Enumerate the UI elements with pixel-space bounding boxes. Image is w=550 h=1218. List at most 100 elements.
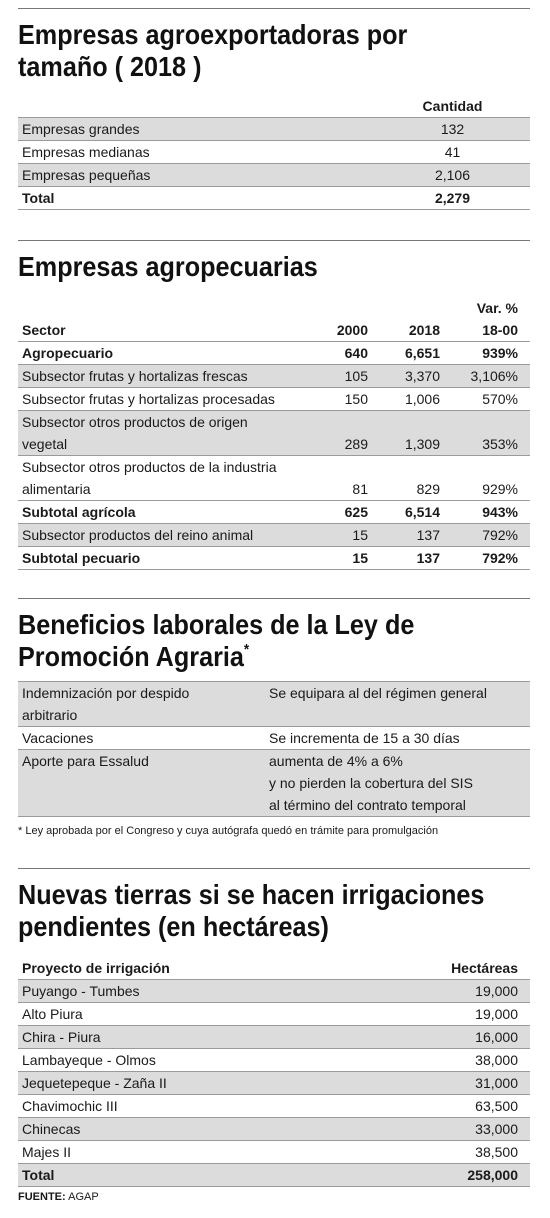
cell-text: 137 bbox=[416, 527, 440, 543]
title-row: Nuevas tierras si se hacen irrigaciones bbox=[18, 879, 530, 911]
cell-line: aumenta de 4% a 6% bbox=[269, 753, 403, 769]
table-cell: Subsector frutas y hortalizas procesadas bbox=[18, 388, 300, 411]
source-label: FUENTE: bbox=[18, 1191, 66, 1203]
table-cell: Vacaciones bbox=[18, 727, 265, 750]
table-header: Proyecto de irrigación Hectáreas bbox=[18, 957, 530, 980]
cell-text: 289 bbox=[344, 436, 368, 452]
source: FUENTE: AGAP bbox=[18, 1191, 99, 1203]
cell-text: Empresas grandes bbox=[22, 120, 140, 137]
table-cell: Chinecas bbox=[18, 1118, 398, 1141]
table-cell: 15 bbox=[300, 547, 372, 570]
title-line: Nuevas tierras si se hacen irrigaciones bbox=[18, 879, 485, 910]
table-row: Empresas pequeñas 2,106 bbox=[18, 163, 530, 186]
cell-text: 640 bbox=[344, 345, 368, 361]
cell-text: 792% bbox=[482, 550, 518, 566]
cell-text: Empresas medianas bbox=[22, 143, 150, 160]
cell-text: Hectáreas bbox=[451, 960, 518, 976]
table-cell: 6,651 bbox=[372, 342, 444, 365]
cell-text: Aporte para Essalud bbox=[22, 753, 149, 769]
table-row: Total 258,000 bbox=[18, 1163, 530, 1187]
section-title: Nuevas tierras si se hacen irrigaciones p… bbox=[18, 869, 530, 943]
title-line: Promoción Agraria* bbox=[18, 641, 250, 672]
table-cell: 38,000 bbox=[398, 1049, 530, 1072]
cell-text: 38,000 bbox=[475, 1052, 518, 1068]
table-cell: 1,006 bbox=[372, 388, 444, 411]
cell-text: 19,000 bbox=[475, 983, 518, 999]
cell-text: Subsector frutas y hortalizas frescas bbox=[22, 368, 248, 384]
table-cell: 150 bbox=[300, 388, 372, 411]
table-cell: 15 bbox=[300, 524, 372, 547]
table-row: Vacaciones Se incrementa de 15 a 30 días bbox=[18, 726, 530, 750]
table-body: Indemnización por despido arbitrario Se eq… bbox=[18, 681, 530, 817]
table-cell: 81 bbox=[300, 456, 372, 501]
cell-text: 105 bbox=[344, 368, 368, 384]
cell-text: 41 bbox=[444, 143, 461, 160]
table-cell: Aporte para Essalud bbox=[18, 750, 265, 817]
table-cell: Agropecuario bbox=[18, 342, 300, 365]
cell-line: vegetal bbox=[22, 436, 68, 452]
table-cell: 16,000 bbox=[398, 1026, 530, 1049]
column-header: Var. % 18-00 bbox=[444, 297, 530, 342]
cell-text: 2000 bbox=[336, 322, 368, 338]
cell-text: 929% bbox=[482, 481, 518, 497]
cell-text: Chinecas bbox=[22, 1121, 81, 1137]
table-row: Subtotal pecuario 15 137 792% bbox=[18, 546, 530, 570]
table-cell: 31,000 bbox=[398, 1072, 530, 1095]
cell-text: 15 bbox=[352, 550, 368, 566]
cell-text: 150 bbox=[344, 391, 368, 407]
cell-text: Subsector frutas y hortalizas procesadas bbox=[22, 391, 275, 407]
cell-text: Jequetepeque - Zaña II bbox=[22, 1075, 167, 1091]
section-title: Empresas agroexportadoras por tamaño ( 20… bbox=[18, 9, 530, 83]
title-line: Empresas agroexportadoras por bbox=[18, 19, 408, 50]
cell-text: Se equipara al del régimen general bbox=[269, 685, 487, 701]
cell-text: 81 bbox=[352, 481, 368, 497]
cell-line: Indemnización por despido bbox=[22, 685, 190, 701]
cell-text: 2,279 bbox=[434, 189, 471, 206]
title-row: tamaño ( 2018 ) bbox=[18, 51, 530, 83]
table-row: Total 2,279 bbox=[18, 186, 530, 209]
data-table: Sector 2000 2018 Var. % 18-00 Agropecuario 640… bbox=[18, 297, 530, 570]
table-cell: 929% bbox=[444, 456, 530, 501]
table-body: Puyango - Tumbes 19,000 Alto Piura 19,000 Ch… bbox=[18, 979, 530, 1187]
title-marker: * bbox=[243, 641, 250, 658]
table-row: Majes II 38,500 bbox=[18, 1140, 530, 1164]
cell-line: arbitrario bbox=[22, 707, 78, 723]
table-cell: Subtotal agrícola bbox=[18, 501, 300, 524]
cell-text: 132 bbox=[440, 120, 465, 137]
section: Nuevas tierras si se hacen irrigaciones p… bbox=[18, 868, 530, 1187]
table-cell: 132 bbox=[405, 117, 530, 140]
table-cell: 6,514 bbox=[372, 501, 444, 524]
table-cell: Subsector productos del reino animal bbox=[18, 524, 300, 547]
table-cell: 289 bbox=[300, 411, 372, 456]
cell-text: Se incrementa de 15 a 30 días bbox=[269, 730, 460, 746]
table-row: Subtotal agrícola 625 6,514 943% bbox=[18, 500, 530, 524]
section: Beneficios laborales de la Ley de Promoci… bbox=[18, 598, 530, 837]
table-row: Chinecas 33,000 bbox=[18, 1117, 530, 1141]
table-cell: Majes II bbox=[18, 1141, 398, 1164]
table-cell: 570% bbox=[444, 388, 530, 411]
table-cell: 939% bbox=[444, 342, 530, 365]
cell-text: 3,370 bbox=[404, 368, 440, 384]
table-cell: 63,500 bbox=[398, 1095, 530, 1118]
cell-text: 939% bbox=[482, 345, 518, 361]
cell-text: 353% bbox=[482, 436, 518, 452]
table-cell: 792% bbox=[444, 524, 530, 547]
cell-text: 2018 bbox=[408, 322, 440, 338]
table-cell: 258,000 bbox=[398, 1164, 530, 1187]
table-cell: 792% bbox=[444, 547, 530, 570]
cell-text: 137 bbox=[416, 550, 440, 566]
column-header: Hectáreas bbox=[398, 957, 530, 980]
table-cell: 1,309 bbox=[372, 411, 444, 456]
header-blank bbox=[18, 83, 405, 117]
table-row: Indemnización por despido arbitrario Se eq… bbox=[18, 681, 530, 727]
table-cell: 3,106% bbox=[444, 365, 530, 388]
cell-text: 792% bbox=[482, 527, 518, 543]
cell-text: Chira - Piura bbox=[22, 1029, 101, 1045]
table-cell: Total bbox=[18, 1164, 398, 1187]
table-cell: Indemnización por despido arbitrario bbox=[18, 682, 265, 727]
cell-text: 63,500 bbox=[475, 1098, 518, 1114]
cell-text: 829 bbox=[416, 481, 440, 497]
table-cell: 137 bbox=[372, 524, 444, 547]
table-cell: 105 bbox=[300, 365, 372, 388]
